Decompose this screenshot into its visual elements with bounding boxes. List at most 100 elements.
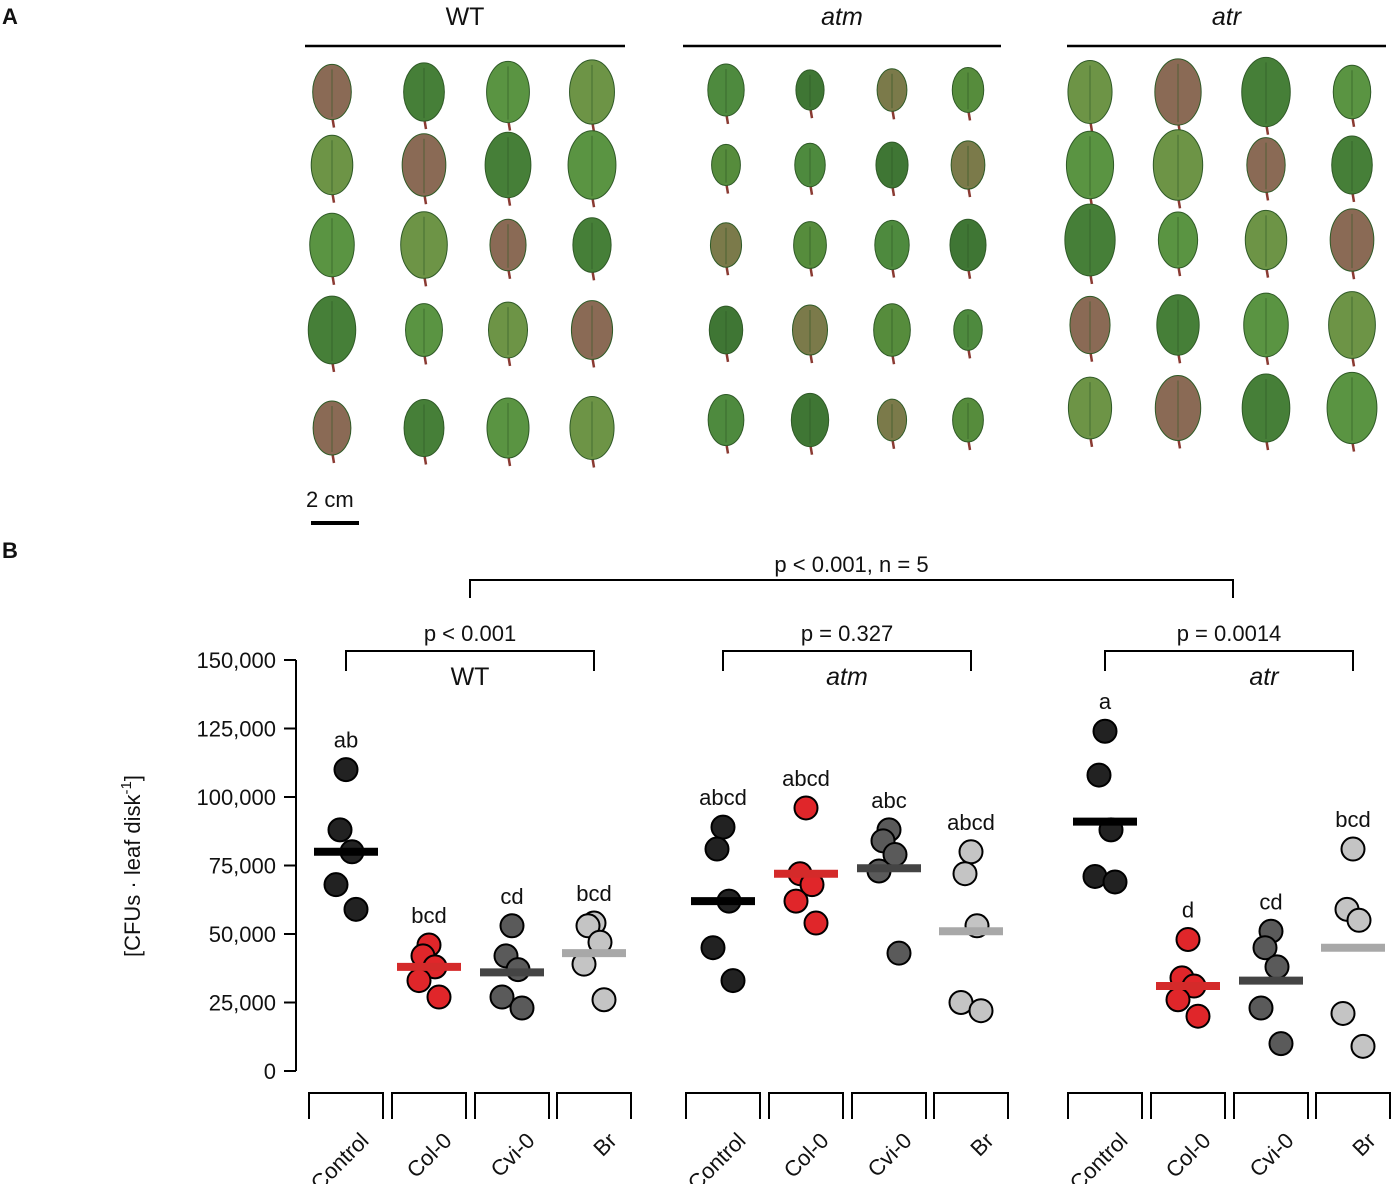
data-point <box>333 757 359 783</box>
leaf-photo <box>953 309 983 359</box>
leaf-photo <box>952 397 984 451</box>
data-point <box>793 795 819 821</box>
category-bracket <box>474 1092 550 1119</box>
group-p-label: p = 0.327 <box>801 621 893 646</box>
data-point <box>720 968 746 994</box>
leaf-photo <box>403 62 445 130</box>
group-p-label: p < 0.001 <box>424 621 516 646</box>
leaf-photo <box>1156 294 1200 364</box>
category-bracket <box>1150 1092 1226 1119</box>
data-point <box>704 836 730 862</box>
group-bracket <box>345 650 595 671</box>
y-tick-label: 75,000 <box>209 854 276 879</box>
leaf-photo <box>709 222 743 276</box>
leaf-photo <box>1152 129 1204 209</box>
panel-a-leaf-photos: WT atm atr <box>305 3 1386 468</box>
leaf-photo <box>876 398 908 450</box>
leaf-photo <box>876 68 908 120</box>
data-point <box>1248 995 1274 1021</box>
group-genotype-label: atm <box>826 663 868 691</box>
significance-letter: abc <box>871 788 906 813</box>
panel-a-genotype-label: atm <box>821 3 863 31</box>
leaf-photo <box>569 396 615 468</box>
leaf-photo <box>795 69 825 119</box>
leaf-photo <box>1243 292 1289 366</box>
significance-letter: bcd <box>1335 807 1370 832</box>
data-point <box>1350 1033 1376 1059</box>
overall-bracket <box>469 579 1234 598</box>
leaf-photo <box>1326 371 1378 452</box>
data-point <box>1252 935 1278 961</box>
significance-letter: abcd <box>782 766 830 791</box>
x-category-label: Control <box>1065 1128 1133 1184</box>
y-tick-label: 150,000 <box>196 648 276 673</box>
leaf-photo <box>310 134 354 203</box>
leaf-photo <box>312 400 352 464</box>
data-point <box>343 896 369 922</box>
leaf-photo <box>711 143 741 194</box>
significance-letter: bcd <box>411 903 446 928</box>
y-axis-title: [CFUs · leaf disk-1] <box>118 775 145 957</box>
leaf-photo <box>569 59 615 133</box>
category-bracket <box>1067 1092 1143 1119</box>
leaf-photo <box>1241 56 1291 135</box>
significance-letter: ab <box>334 728 358 753</box>
leaf-photo <box>401 133 447 205</box>
data-point <box>1268 1031 1294 1057</box>
data-point <box>783 888 809 914</box>
data-point <box>1185 1003 1211 1029</box>
leaf-photo <box>1332 64 1372 127</box>
data-point <box>700 935 726 961</box>
scale-bar-label: 2 cm <box>306 487 354 512</box>
data-point <box>499 913 525 939</box>
leaf-photo <box>1246 137 1286 201</box>
leaf-photo <box>312 63 352 128</box>
data-point <box>886 940 912 966</box>
x-category-label: Cvi-0 <box>863 1128 917 1182</box>
group-bracket <box>1104 650 1354 671</box>
group-genotype-label: WT <box>451 663 490 691</box>
group-bracket <box>722 650 972 671</box>
significance-letter: d <box>1182 897 1194 922</box>
data-point <box>1340 836 1366 862</box>
panel-b-label: B <box>2 538 18 563</box>
leaf-photo <box>400 211 448 287</box>
leaf-photo <box>1241 373 1291 451</box>
leaf-photo <box>1064 203 1116 285</box>
group-p-label: p = 0.0014 <box>1177 621 1282 646</box>
data-point <box>509 995 535 1021</box>
leaf-photo <box>567 130 617 208</box>
overall-p-label: p < 0.001, n = 5 <box>774 552 928 577</box>
panel-b-scatter-chart: 0 25,000 50,000 75,000 100,000 125,000 150,000… <box>118 552 1391 1184</box>
leaf-photo <box>1331 135 1373 203</box>
panel-a-label: A <box>2 4 18 29</box>
y-tick-label: 50,000 <box>209 922 276 947</box>
leaf-photo <box>484 131 532 206</box>
leaf-photo <box>1157 211 1199 277</box>
x-category-label: Br <box>1347 1128 1380 1161</box>
x-category-label: Control <box>306 1128 374 1184</box>
y-tick-label: 0 <box>264 1059 276 1084</box>
category-bracket <box>556 1092 632 1119</box>
x-category-label: Cvi-0 <box>1245 1128 1299 1182</box>
leaf-photo <box>1065 130 1115 207</box>
group-genotype-label: atr <box>1249 663 1280 691</box>
y-tick-label: 100,000 <box>196 785 276 810</box>
leaf-photo <box>873 303 911 365</box>
data-point <box>1346 907 1372 933</box>
data-point <box>968 998 994 1024</box>
leaf-photo <box>1154 375 1202 449</box>
panel-a-genotype-label: atr <box>1212 3 1243 31</box>
category-bracket <box>308 1092 384 1119</box>
leaf-photo <box>405 303 443 365</box>
data-point <box>426 984 452 1010</box>
data-point <box>1330 1000 1356 1026</box>
data-point <box>327 817 353 843</box>
leaf-photo <box>949 218 987 279</box>
data-point <box>406 968 432 994</box>
x-category-label: Col-0 <box>779 1128 834 1183</box>
significance-letter: abcd <box>699 785 747 810</box>
category-bracket <box>1233 1092 1309 1119</box>
leaf-photo <box>708 305 744 363</box>
data-point <box>489 984 515 1010</box>
